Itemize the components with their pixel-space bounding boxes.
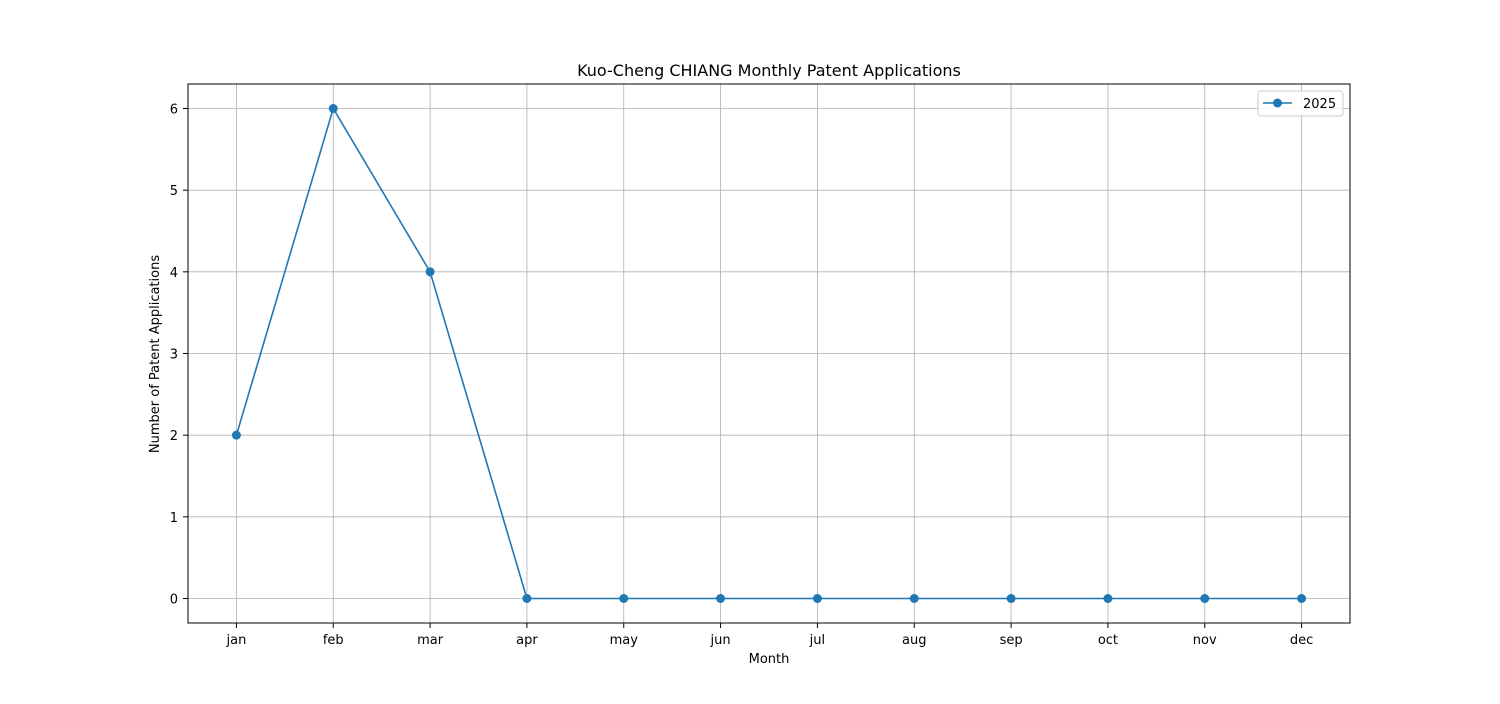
x-tick-label: jun [710, 633, 731, 648]
y-tick-label: 5 [170, 184, 178, 199]
data-point-marker [522, 594, 531, 603]
x-tick-label: apr [516, 633, 538, 648]
data-point-marker [426, 267, 435, 276]
data-point-marker [1007, 594, 1016, 603]
grid [188, 84, 1350, 623]
x-tick-label: feb [323, 633, 344, 648]
axis-ticks: jan feb mar apr may jun jul aug sep oct nov dec 0 1 2 3… [170, 103, 1314, 649]
x-tick-label: nov [1193, 633, 1217, 648]
x-axis-title: Month [749, 652, 790, 667]
x-tick-label: jul [809, 633, 825, 648]
y-tick-label: 1 [170, 511, 178, 526]
y-tick-label: 3 [170, 348, 178, 363]
chart-title: Kuo-Cheng CHIANG Monthly Patent Applicat… [577, 61, 961, 80]
x-tick-label: aug [902, 633, 926, 648]
data-point-marker [910, 594, 919, 603]
x-tick-label: sep [1000, 633, 1023, 648]
y-tick-label: 2 [170, 429, 178, 444]
x-tick-label: may [610, 633, 639, 648]
legend-label: 2025 [1303, 97, 1336, 112]
data-point-marker [716, 594, 725, 603]
data-point-marker [1103, 594, 1112, 603]
data-point-marker [329, 104, 338, 113]
data-point-marker [619, 594, 628, 603]
y-tick-label: 0 [170, 593, 178, 608]
data-point-marker [1200, 594, 1209, 603]
legend: 2025 [1258, 91, 1343, 116]
data-point-marker [813, 594, 822, 603]
legend-marker-swatch [1273, 99, 1282, 108]
x-tick-label: jan [226, 633, 247, 648]
data-point-marker [232, 431, 241, 440]
x-tick-label: mar [417, 633, 444, 648]
y-tick-label: 4 [170, 266, 178, 281]
y-tick-label: 6 [170, 103, 178, 118]
y-axis-title: Number of Patent Applications [148, 255, 163, 453]
x-tick-label: oct [1098, 633, 1118, 648]
data-point-marker [1297, 594, 1306, 603]
x-tick-label: dec [1290, 633, 1313, 648]
